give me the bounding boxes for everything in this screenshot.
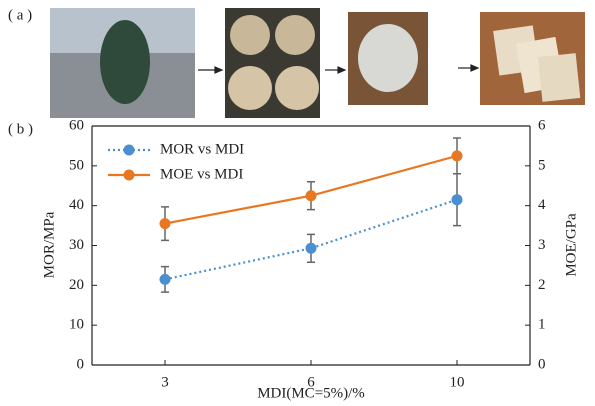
point xyxy=(452,194,463,205)
y2-tick-label: 5 xyxy=(538,157,546,173)
point xyxy=(452,150,463,161)
y-tick-label: 10 xyxy=(69,317,84,333)
bucket xyxy=(228,66,272,110)
legend-label: MOR vs MDI xyxy=(160,141,244,157)
y-tick-label: 40 xyxy=(69,197,84,213)
y2-tick-label: 0 xyxy=(538,356,546,372)
y2-axis-label: MOE/GPa xyxy=(563,213,579,277)
y-axis-label: MOR/MPa xyxy=(41,211,57,278)
y-tick-label: 50 xyxy=(69,157,84,173)
y-tick-label: 60 xyxy=(69,117,84,133)
legend-marker xyxy=(124,145,135,156)
x-tick-label: 10 xyxy=(450,374,465,390)
bucket xyxy=(230,15,270,55)
panel-label: ( a ) xyxy=(8,7,32,23)
photos xyxy=(50,8,585,118)
photo-blade xyxy=(100,20,150,104)
y-tick-label: 30 xyxy=(69,237,84,253)
legend-marker xyxy=(124,170,135,181)
y2-tick-label: 4 xyxy=(538,197,546,213)
y2-tick-label: 3 xyxy=(538,237,546,253)
point xyxy=(306,243,317,254)
y2-tick-label: 1 xyxy=(538,317,546,333)
y2-tick-label: 6 xyxy=(538,117,546,133)
y-tick-label: 0 xyxy=(77,356,85,372)
figure: ( a ) ( b ) MDI(MC=5%)/% MOR/MPa MOE/GPa… xyxy=(0,0,595,406)
point xyxy=(160,218,171,229)
fiber-pile xyxy=(358,24,418,92)
y2-tick-label: 2 xyxy=(538,277,546,293)
point xyxy=(306,190,317,201)
board xyxy=(538,53,580,102)
y-tick-label: 20 xyxy=(69,277,84,293)
point xyxy=(160,274,171,285)
x-tick-label: 6 xyxy=(307,374,315,390)
x-tick-label: 3 xyxy=(161,374,169,390)
panel-label: ( b ) xyxy=(8,121,33,137)
bucket xyxy=(275,66,319,110)
legend-label: MOE vs MDI xyxy=(160,166,243,182)
bucket xyxy=(275,15,315,55)
